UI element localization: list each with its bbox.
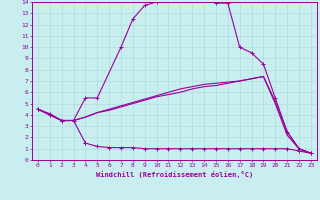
X-axis label: Windchill (Refroidissement éolien,°C): Windchill (Refroidissement éolien,°C) bbox=[96, 171, 253, 178]
